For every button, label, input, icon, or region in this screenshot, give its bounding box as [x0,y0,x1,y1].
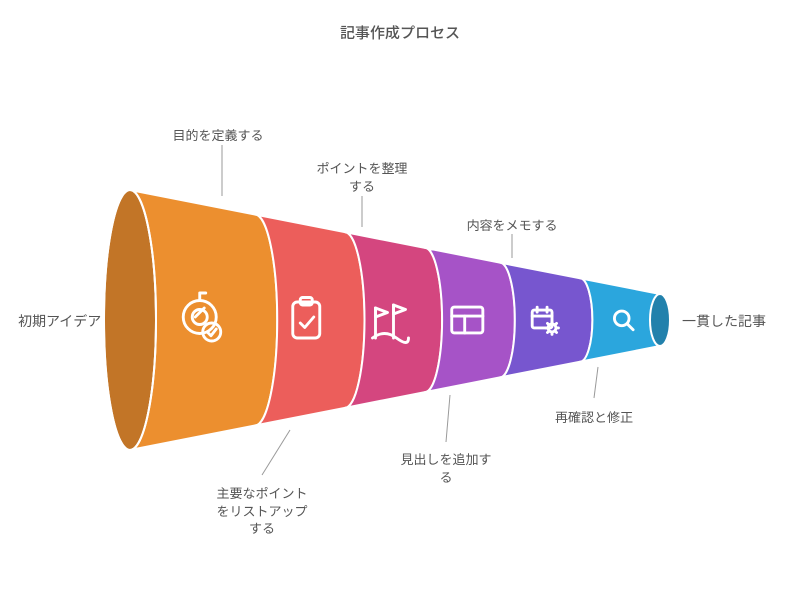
funnel-segment-note-content [500,263,592,378]
connector-add-headings [446,395,450,442]
label-add-headings: 見出しを追加す る [386,450,506,485]
label-organize-points: ポイントを整理 する [302,159,422,194]
label-review-revise: 再確認と修正 [534,408,654,426]
input-label: 初期アイデア [18,311,101,331]
output-label: 一貫した記事 [682,311,766,331]
connector-review-revise [594,367,598,398]
connector-list-key-points [262,430,290,475]
label-define-purpose: 目的を定義する [158,126,278,144]
funnel-svg [0,0,800,591]
label-note-content: 内容をメモする [452,216,572,234]
funnel-diagram: 記事作成プロセス 目的を定義する主要なポイント をリストアップ するポイントを整… [0,0,800,591]
label-list-key-points: 主要なポイント をリストアップ する [202,484,322,537]
